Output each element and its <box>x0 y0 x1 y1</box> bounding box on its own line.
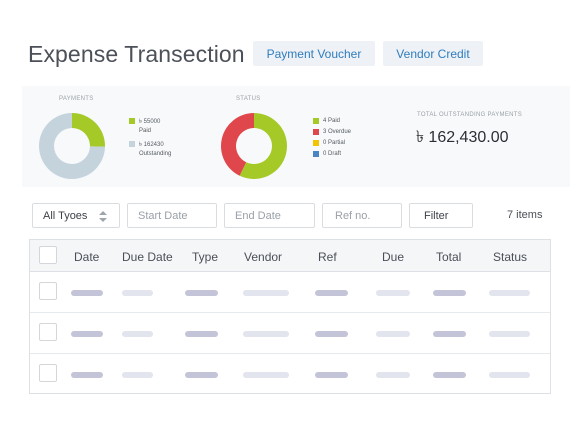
cell-placeholder <box>243 372 289 378</box>
page-header: Expense Transection <box>28 39 245 69</box>
cell-placeholder <box>71 331 103 337</box>
table-header: Date Due Date Type Vendor Ref Due Total … <box>30 240 550 272</box>
cell-placeholder <box>433 372 466 378</box>
status-legend: 4 Paid 3 Overdue 0 Partial 0 Draft <box>313 118 351 162</box>
row-checkbox[interactable] <box>39 364 57 382</box>
status-donut-chart <box>221 113 287 179</box>
cell-placeholder <box>489 290 530 296</box>
cell-placeholder <box>489 372 530 378</box>
type-select[interactable]: All Tyoes <box>32 203 120 228</box>
legend-amount: ৳ 162430 <box>139 142 164 148</box>
status-legend-overdue: 3 Overdue <box>313 129 351 135</box>
status-slice-1 <box>221 113 254 176</box>
total-outstanding-label: TOTAL OUTSTANDING PAYMENTS <box>417 112 523 118</box>
payments-slice-1 <box>39 113 105 179</box>
payment-voucher-button[interactable]: Payment Voucher <box>253 41 375 66</box>
legend-swatch <box>313 118 319 124</box>
vendor-credit-button[interactable]: Vendor Credit <box>383 41 483 66</box>
col-ref[interactable]: Ref <box>318 250 337 264</box>
cell-placeholder <box>185 372 218 378</box>
cell-placeholder <box>122 372 153 378</box>
cell-placeholder <box>376 290 410 296</box>
cell-placeholder <box>376 331 410 337</box>
transactions-table: Date Due Date Type Vendor Ref Due Total … <box>29 239 551 394</box>
table-row[interactable] <box>30 354 550 395</box>
payments-legend: ৳ 55000 Paid ৳ 162430 Outstanding <box>129 118 171 164</box>
legend-swatch <box>313 140 319 146</box>
col-type[interactable]: Type <box>192 250 219 264</box>
status-legend-draft: 0 Draft <box>313 151 351 157</box>
select-all-checkbox[interactable] <box>39 246 57 264</box>
col-status[interactable]: Status <box>493 250 528 264</box>
status-label: STATUS <box>236 96 261 102</box>
col-due-date[interactable]: Due Date <box>122 250 173 264</box>
legend-text: 3 Overdue <box>323 129 352 135</box>
total-outstanding-amount: ৳ 162,430.00 <box>416 129 509 146</box>
filter-button[interactable]: Filter <box>409 203 473 228</box>
cell-placeholder <box>376 372 410 378</box>
cell-placeholder <box>122 290 153 296</box>
filter-bar: All Tyoes Start Date End Date Ref no. Fi… <box>0 203 585 228</box>
legend-text: 4 Paid <box>323 118 341 124</box>
payments-legend-paid: ৳ 55000 Paid <box>129 118 171 136</box>
cell-placeholder <box>71 290 103 296</box>
legend-text: 0 Draft <box>323 151 342 157</box>
row-checkbox[interactable] <box>39 282 57 300</box>
legend-swatch <box>129 141 135 147</box>
cell-placeholder <box>433 290 466 296</box>
cell-placeholder <box>433 331 466 337</box>
cell-placeholder <box>122 331 153 337</box>
start-date-input[interactable]: Start Date <box>127 203 217 228</box>
cell-placeholder <box>489 331 530 337</box>
cell-placeholder <box>71 372 103 378</box>
table-row[interactable] <box>30 272 550 313</box>
sort-arrows-icon <box>99 211 107 222</box>
cell-placeholder <box>185 331 218 337</box>
legend-text: 0 Partial <box>323 140 346 146</box>
cell-placeholder <box>243 290 289 296</box>
legend-amount: ৳ 55000 <box>139 119 161 125</box>
page-title: Expense Transection <box>28 40 245 67</box>
cell-placeholder <box>315 372 348 378</box>
status-slice-0 <box>239 113 287 179</box>
cell-placeholder <box>315 331 348 337</box>
col-due[interactable]: Due <box>382 250 405 264</box>
end-date-input[interactable]: End Date <box>224 203 315 228</box>
cell-placeholder <box>243 331 289 337</box>
legend-text: Outstanding <box>139 151 172 157</box>
cell-placeholder <box>185 290 218 296</box>
row-checkbox[interactable] <box>39 323 57 341</box>
payments-legend-outstanding: ৳ 162430 Outstanding <box>129 141 171 159</box>
ref-input[interactable]: Ref no. <box>322 203 402 228</box>
payments-label: PAYMENTS <box>59 96 94 102</box>
col-total[interactable]: Total <box>436 250 462 264</box>
legend-swatch <box>313 151 319 157</box>
legend-swatch <box>129 118 135 124</box>
summary-panel: PAYMENTS ৳ 55000 Paid ৳ 162430 Outstandi… <box>22 86 570 187</box>
payments-slice-0 <box>72 113 105 147</box>
table-row[interactable] <box>30 313 550 354</box>
type-select-value: All Tyoes <box>43 209 88 222</box>
legend-text: Paid <box>139 128 152 134</box>
col-date[interactable]: Date <box>74 250 100 264</box>
col-vendor[interactable]: Vendor <box>244 250 283 264</box>
status-legend-partial: 0 Partial <box>313 140 351 146</box>
legend-swatch <box>313 129 319 135</box>
payments-donut-chart <box>39 113 105 179</box>
status-legend-paid: 4 Paid <box>313 118 351 124</box>
items-count: 7 items <box>507 209 543 221</box>
cell-placeholder <box>315 290 348 296</box>
